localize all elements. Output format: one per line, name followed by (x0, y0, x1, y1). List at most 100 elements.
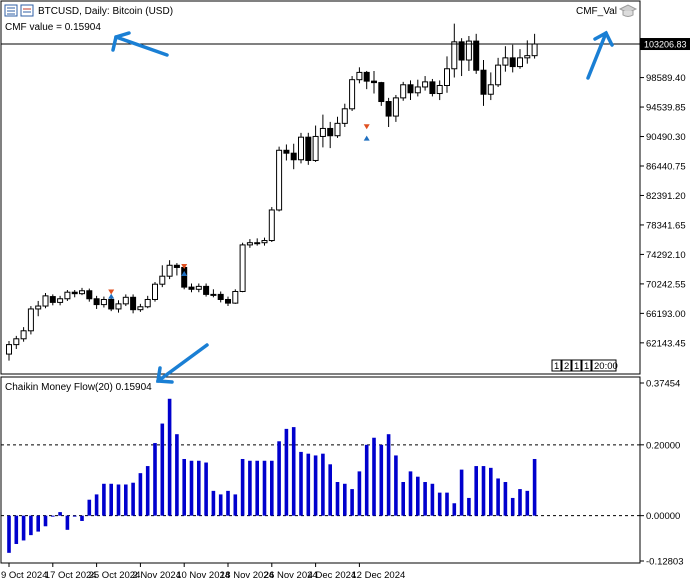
cmf-bar (291, 427, 296, 516)
cmf-bar (503, 482, 508, 516)
ea-label[interactable]: CMF_Val (576, 6, 617, 17)
candle (217, 291, 224, 303)
chart-window-icon[interactable] (20, 4, 34, 17)
candle (166, 260, 173, 280)
cmf-bar (153, 443, 157, 516)
cmf-bar (145, 466, 150, 516)
cmf-bar (328, 464, 332, 516)
cmf-bar (182, 458, 186, 516)
cmf-bar (306, 453, 311, 516)
candle (319, 114, 326, 148)
period-buttons: 1 2 1 1 20:00 (551, 359, 618, 372)
cmf-bar (445, 492, 449, 516)
symbol-title: BTCUSD, Daily: Bitcoin (USD) (38, 6, 173, 17)
period-button-label: 1 (574, 361, 579, 372)
cmf-bar (109, 483, 113, 516)
cmf-bar (175, 434, 179, 516)
candle (64, 290, 71, 301)
sell-marker (363, 124, 370, 130)
cmf-bar (437, 492, 442, 516)
candle (268, 207, 275, 242)
candle (115, 300, 122, 313)
candle (502, 46, 509, 72)
candle (20, 327, 27, 342)
indicator-panel[interactable] (0, 376, 641, 564)
period-button[interactable]: 1 (551, 359, 562, 372)
cmf-bar (416, 476, 420, 516)
period-button-label: 2 (564, 361, 569, 372)
cmf-bar (496, 478, 500, 516)
price-tick-label: 98589.40 (646, 73, 686, 84)
cmf-bar (489, 467, 493, 516)
candle (473, 33, 480, 74)
cmf-bar (335, 482, 340, 516)
cmf-bar (211, 490, 216, 516)
price-tick-label: 66193.00 (646, 309, 686, 320)
arrow-annotation-ea (586, 30, 614, 80)
time-tick-label: 18 Nov 2024 (220, 570, 274, 581)
candle (312, 125, 319, 162)
candle (385, 97, 392, 127)
candle (122, 294, 129, 307)
candle (79, 287, 85, 296)
candle (517, 49, 523, 69)
buy-marker (181, 271, 188, 277)
candle (203, 283, 210, 297)
cmf-bar (284, 428, 289, 516)
period-button[interactable]: 20:00 (591, 359, 618, 372)
cmf-bar (408, 471, 413, 516)
candle (144, 295, 151, 309)
cmf-comment: CMF value = 0.15904 (5, 22, 101, 33)
candle (334, 116, 341, 138)
time-tick-label: 2 Nov 2024 (132, 570, 181, 581)
candles (6, 23, 538, 361)
cmf-bar (467, 497, 471, 516)
candle (392, 94, 399, 122)
cmf-bar (51, 515, 55, 517)
cmf-bar (481, 466, 486, 516)
cmf-bar (321, 453, 325, 516)
candle (57, 295, 64, 306)
trade-markers (108, 124, 370, 299)
candle (181, 266, 188, 290)
candle (414, 79, 421, 97)
price-panel[interactable] (0, 0, 641, 375)
graduation-cap-icon[interactable] (618, 4, 638, 17)
cmf-bar (131, 482, 135, 516)
candle (400, 81, 407, 101)
menu-icon[interactable] (4, 4, 18, 17)
period-button[interactable]: 1 (581, 359, 592, 372)
candle (152, 282, 158, 302)
candle (49, 294, 56, 306)
cmf-axis: 0.37454 0.20000 0.00000 -0.12803 (1, 379, 684, 568)
candle (436, 80, 443, 101)
price-tick-label: 82391.20 (646, 191, 686, 202)
cmf-bar (204, 462, 208, 516)
candle (210, 289, 217, 298)
candle (356, 67, 363, 84)
period-button[interactable]: 1 (571, 359, 582, 372)
candle (298, 132, 304, 164)
candle (283, 144, 290, 161)
cmf-bar (116, 484, 121, 516)
candle (480, 60, 487, 106)
period-button[interactable]: 2 (561, 359, 572, 372)
cmf-bar (21, 515, 26, 541)
period-button-label: 1 (554, 361, 559, 372)
cmf-bar (167, 398, 172, 516)
cmf-bar (255, 460, 259, 516)
cmf-bar (138, 473, 143, 516)
cmf-bar (357, 471, 362, 516)
cmf-bar (525, 490, 530, 516)
current-price-label: 103206.83 (644, 40, 687, 50)
time-tick-label: 12 Dec 2024 (351, 570, 405, 581)
cmf-bar (401, 482, 405, 516)
candle (71, 290, 78, 298)
cmf-bar (226, 490, 230, 516)
price-tick-label: 86440.75 (646, 161, 686, 172)
cmf-bar (197, 460, 201, 516)
cmf-bar (36, 515, 40, 532)
current-price-box (640, 38, 690, 51)
candle (341, 103, 348, 127)
